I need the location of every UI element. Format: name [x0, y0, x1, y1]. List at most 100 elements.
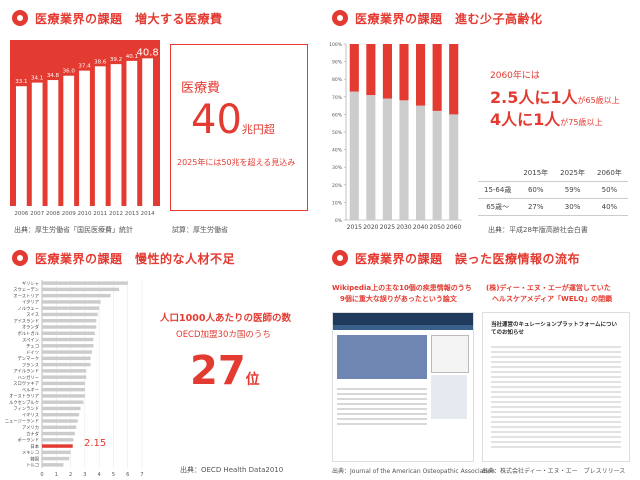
bar-segment-lower [366, 95, 376, 220]
bar [42, 344, 94, 348]
right-heading-1: (株)ディー・エヌ・エーが運営していた [486, 284, 611, 292]
aging-line1: 2060年には [490, 71, 540, 81]
x-tick-label: 2050 [430, 224, 445, 231]
category-label: メキシコ [22, 450, 39, 456]
table-cell: 65歳〜 [478, 198, 518, 216]
location-pin-icon [12, 10, 28, 26]
bar-segment-upper [382, 44, 392, 99]
y-tick-label: 10% [332, 200, 343, 206]
x-tick-label: 2014 [141, 211, 155, 217]
y-tick-label: 0% [335, 218, 343, 224]
aging-line2-rest: が65歳以上 [577, 96, 620, 105]
category-label: アイルランド [13, 369, 39, 375]
category-label: 韓国 [30, 455, 39, 462]
table-row: 65歳〜 27% 30% 40% [478, 198, 628, 216]
article-banner [337, 335, 427, 379]
x-tick-label: 2012 [109, 211, 123, 217]
category-label: ルクセンブルク [9, 399, 39, 406]
table-header-cell: 2060年 [591, 165, 628, 182]
table-cell: 60% [517, 181, 555, 199]
bar [42, 400, 84, 404]
bar [42, 356, 91, 361]
panel-title: 医療業界の課題 増大する医療費 [12, 6, 223, 30]
x-tick-label: 0 [40, 472, 43, 478]
cost-caption: 2025年には50兆を超える見込み [177, 158, 296, 167]
bar [42, 413, 80, 417]
article-side-box [431, 335, 469, 373]
medical-cost-bar-chart: 33.1 2006 34.1 2007 34.8 2008 36.0 2009 37.4 2010… [10, 40, 160, 217]
category-label: オーストラリア [9, 394, 39, 400]
bar [42, 306, 100, 310]
panel-title-text: 医療業界の課題 増大する医療費 [35, 11, 223, 26]
bar [42, 444, 73, 448]
category-label: スペイン [22, 337, 39, 343]
x-tick-label: 4 [98, 472, 101, 478]
bar [42, 381, 85, 386]
panel-title-text: 医療業界の課題 誤った医療情報の流布 [355, 251, 581, 266]
y-tick-label: 70% [332, 95, 343, 101]
bar [42, 362, 91, 367]
category-label: スイス [26, 312, 39, 318]
category-label: デンマーク [18, 355, 39, 362]
bar-segment-lower [382, 98, 392, 220]
data-label: 33.1 [15, 79, 27, 85]
bar-segment-lower [449, 114, 459, 220]
data-label: 39.2 [110, 57, 122, 63]
panel-misinformation: 医療業界の課題 誤った医療情報の流布 Wikipedia上の主な10個の疾患情報… [320, 240, 640, 480]
bar [42, 456, 70, 461]
rank-value: 27位 [190, 348, 260, 394]
aging-stacked-bar-chart: 0%10%20%30%40%50%60%70%80%90%100%2015 202… [329, 42, 462, 231]
bar [42, 369, 87, 373]
press-release-title: 当社運営のキュレーションプラットフォームについてのお知らせ [491, 322, 617, 336]
table-cell: 50% [591, 181, 628, 199]
panel-medical-cost: 医療業界の課題 増大する医療費 33.1 2006 34.1 2007 34.8 2008… [0, 0, 320, 240]
aging-line2: 2.5人に1人が65歳以上 [490, 84, 620, 108]
cost-number: 40 [191, 97, 242, 143]
panel-title: 医療業界の課題 慢性的な人材不足 [12, 246, 235, 270]
y-tick-label: 60% [332, 112, 343, 118]
category-label: カナダ [26, 430, 40, 437]
x-tick-label: 2060 [446, 224, 461, 231]
aging-line3-rest: が75歳以上 [560, 118, 603, 127]
rank-number: 27 [190, 348, 246, 394]
bar [42, 287, 120, 292]
category-label: ニュージーランド [5, 419, 39, 425]
bar-segment-upper [449, 44, 459, 115]
x-tick-label: 2007 [30, 211, 44, 217]
source-right: 出典：株式会社ディー・エヌ・エー プレスリリース [482, 468, 626, 475]
bar-segment-upper [416, 44, 426, 106]
age-ratio-table: 2015年 2025年 2060年 15-64歳 60% 59% 50% 65歳〜 27% 30%… [478, 165, 628, 216]
bar [16, 86, 27, 206]
left-heading-1: Wikipedia上の主な10個の疾患情報のうち [332, 284, 472, 292]
x-tick-label: 2025 [380, 224, 395, 231]
data-label: 37.4 [78, 64, 91, 70]
bar [126, 60, 138, 206]
category-label: トルコ [26, 463, 39, 469]
category-label: ポーランド [18, 437, 39, 444]
bar [42, 463, 64, 467]
x-tick-label: 2015 [347, 224, 362, 231]
doctors-per-capita-chart: 0 1 2 3 4 5 6 7 ギリシャスウェーデンオーストリアイタリアノルウェースイスアイスラ… [5, 280, 144, 478]
bar-segment-lower [399, 100, 409, 220]
cost-unit: 兆円超 [241, 123, 275, 136]
bar [42, 331, 95, 335]
category-label: オランダ [22, 324, 40, 331]
doctor-headline: 人口1000人あたりの医師の数 [160, 313, 291, 324]
bar [142, 58, 153, 206]
x-tick-label: 5 [112, 472, 115, 478]
bar [42, 438, 74, 442]
aging-line3: 4人に1人が75歳以上 [490, 106, 602, 130]
bar [42, 312, 98, 317]
data-label: 34.8 [47, 73, 60, 79]
category-label: オーストリア [13, 293, 39, 299]
category-label: ハンガリー [18, 374, 39, 381]
source-right: 試算：厚生労働省 [172, 226, 228, 234]
bar [31, 82, 43, 206]
data-label: 34.1 [31, 76, 43, 82]
bar [47, 80, 59, 206]
category-label: ベルギー [22, 387, 39, 393]
journal-header-bar [333, 313, 473, 325]
data-label: 38.6 [94, 59, 107, 65]
bar [42, 319, 97, 323]
table-row: 15-64歳 60% 59% 50% [478, 181, 628, 199]
